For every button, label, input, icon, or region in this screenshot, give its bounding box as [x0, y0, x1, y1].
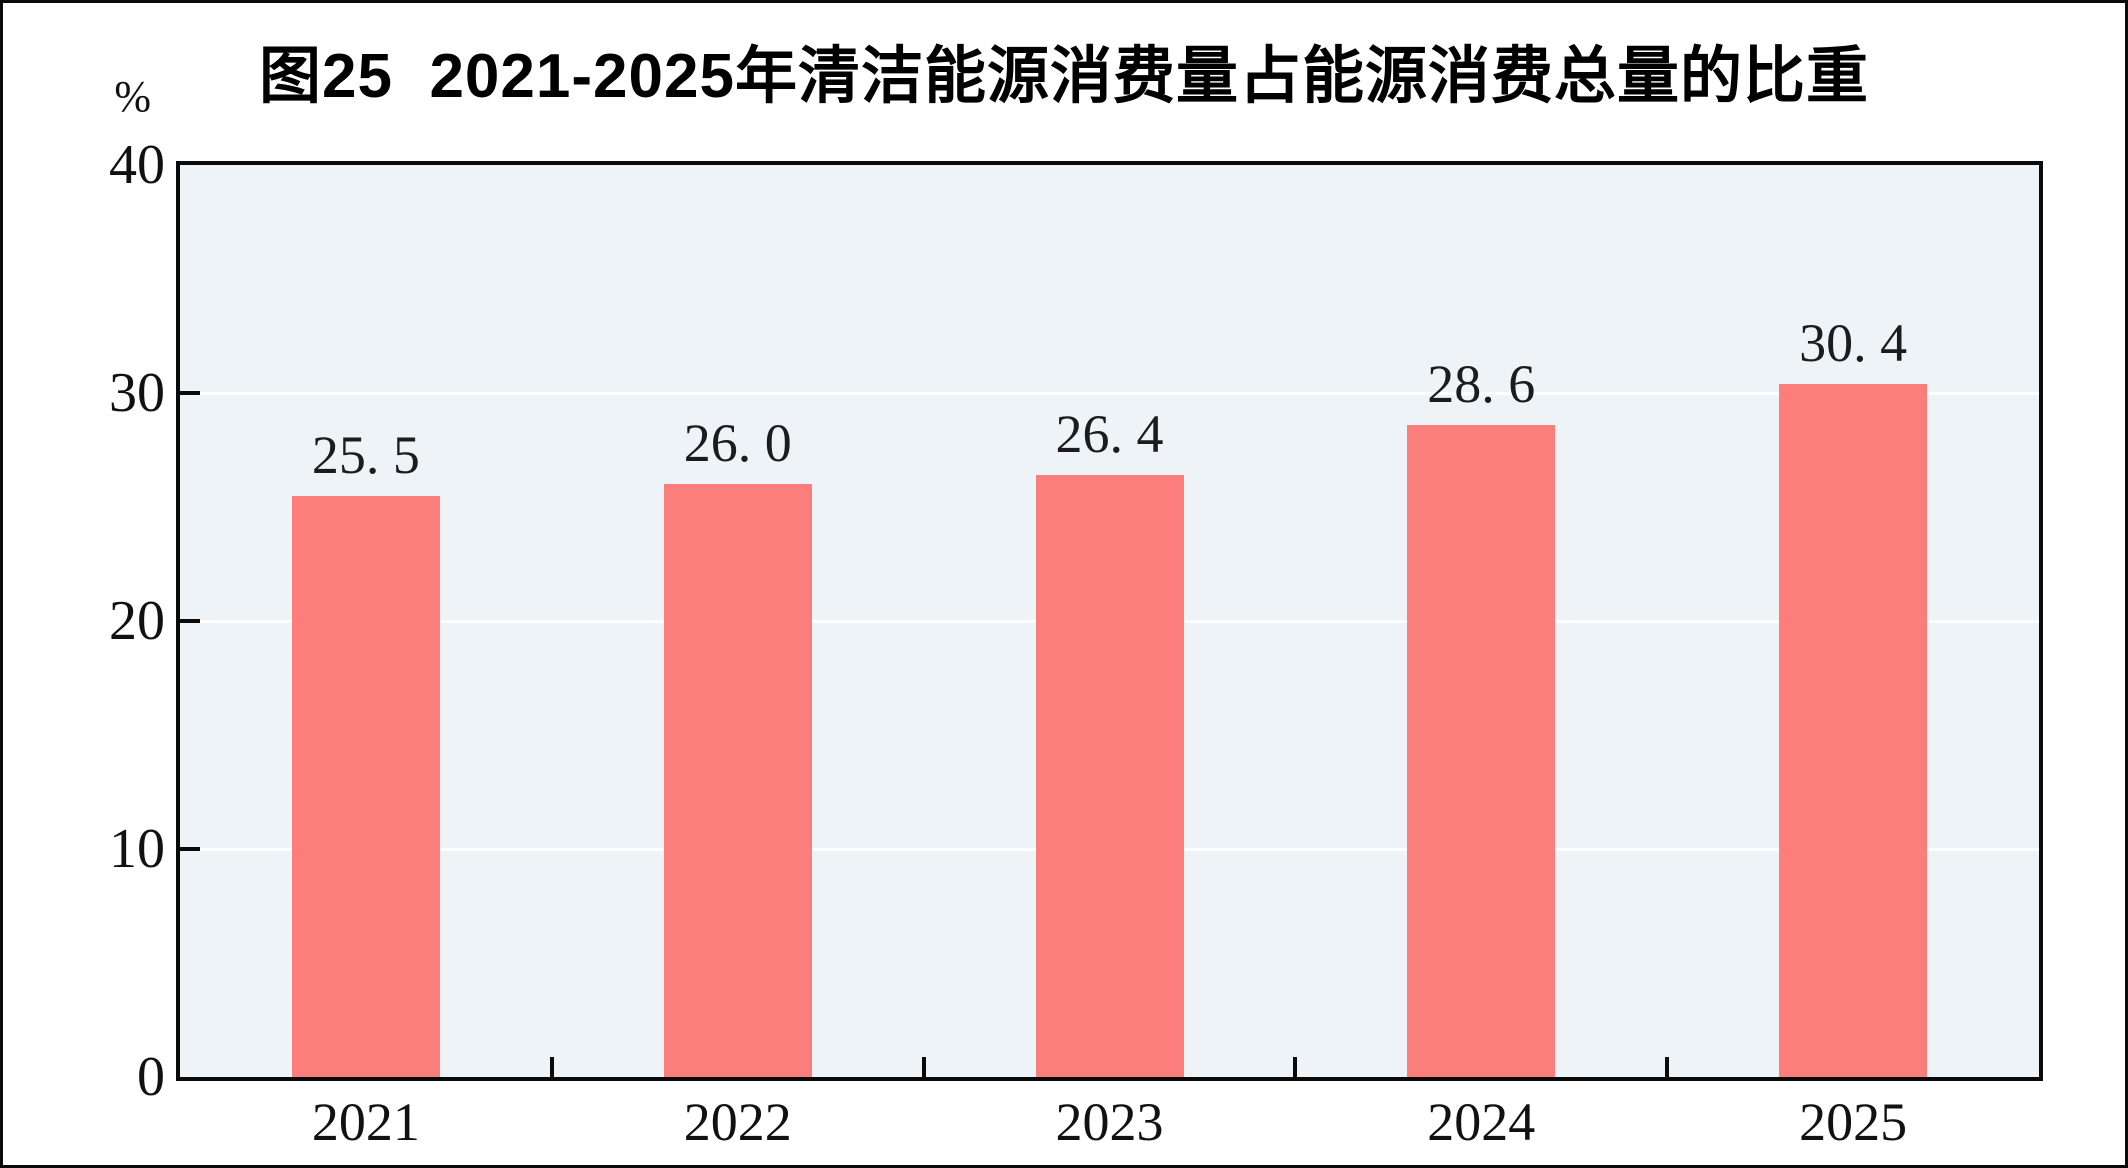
y-axis-tick-30	[180, 391, 200, 395]
x-axis-label-2023: 2023	[1055, 1092, 1164, 1152]
y-axis-label-40: 40	[109, 134, 165, 196]
chart-title: 图25 2021-2025年清洁能源消费量占能源消费总量的比重	[259, 42, 1869, 111]
y-axis-label-0: 0	[137, 1046, 165, 1108]
plot-area: 25. 5 26. 0 26. 4 28. 6 30. 4	[176, 161, 2043, 1081]
x-axis-label-2021: 2021	[311, 1092, 420, 1152]
bar-value-label-2021: 25. 5	[311, 424, 420, 485]
bar-value-label-2022: 26. 0	[683, 413, 792, 474]
y-axis-label-10: 10	[109, 818, 165, 880]
bar-2023	[1035, 475, 1184, 1077]
bar-2022	[663, 484, 812, 1077]
bar-value-label-2023: 26. 4	[1055, 404, 1164, 465]
y-axis-label-30: 30	[109, 362, 165, 424]
gridline-30	[180, 391, 2039, 395]
y-axis-tick-20	[180, 619, 200, 623]
bar-2021	[291, 495, 440, 1077]
y-axis-unit-label: %	[114, 72, 151, 121]
y-axis-label-20: 20	[109, 590, 165, 652]
x-axis-label-2024: 2024	[1427, 1092, 1536, 1152]
x-axis-tick-4	[1665, 1057, 1670, 1077]
x-axis-tick-2	[921, 1057, 926, 1077]
bar-2024	[1407, 424, 1556, 1077]
x-axis-label-2022: 2022	[683, 1092, 792, 1152]
bar-2025	[1779, 383, 1928, 1077]
x-axis-tick-3	[1293, 1057, 1298, 1077]
x-axis-label-2025: 2025	[1799, 1092, 1908, 1152]
y-axis-tick-10	[180, 847, 200, 851]
bar-value-label-2024: 28. 6	[1427, 353, 1536, 414]
x-axis-tick-1	[549, 1057, 554, 1077]
bar-value-label-2025: 30. 4	[1799, 312, 1908, 373]
